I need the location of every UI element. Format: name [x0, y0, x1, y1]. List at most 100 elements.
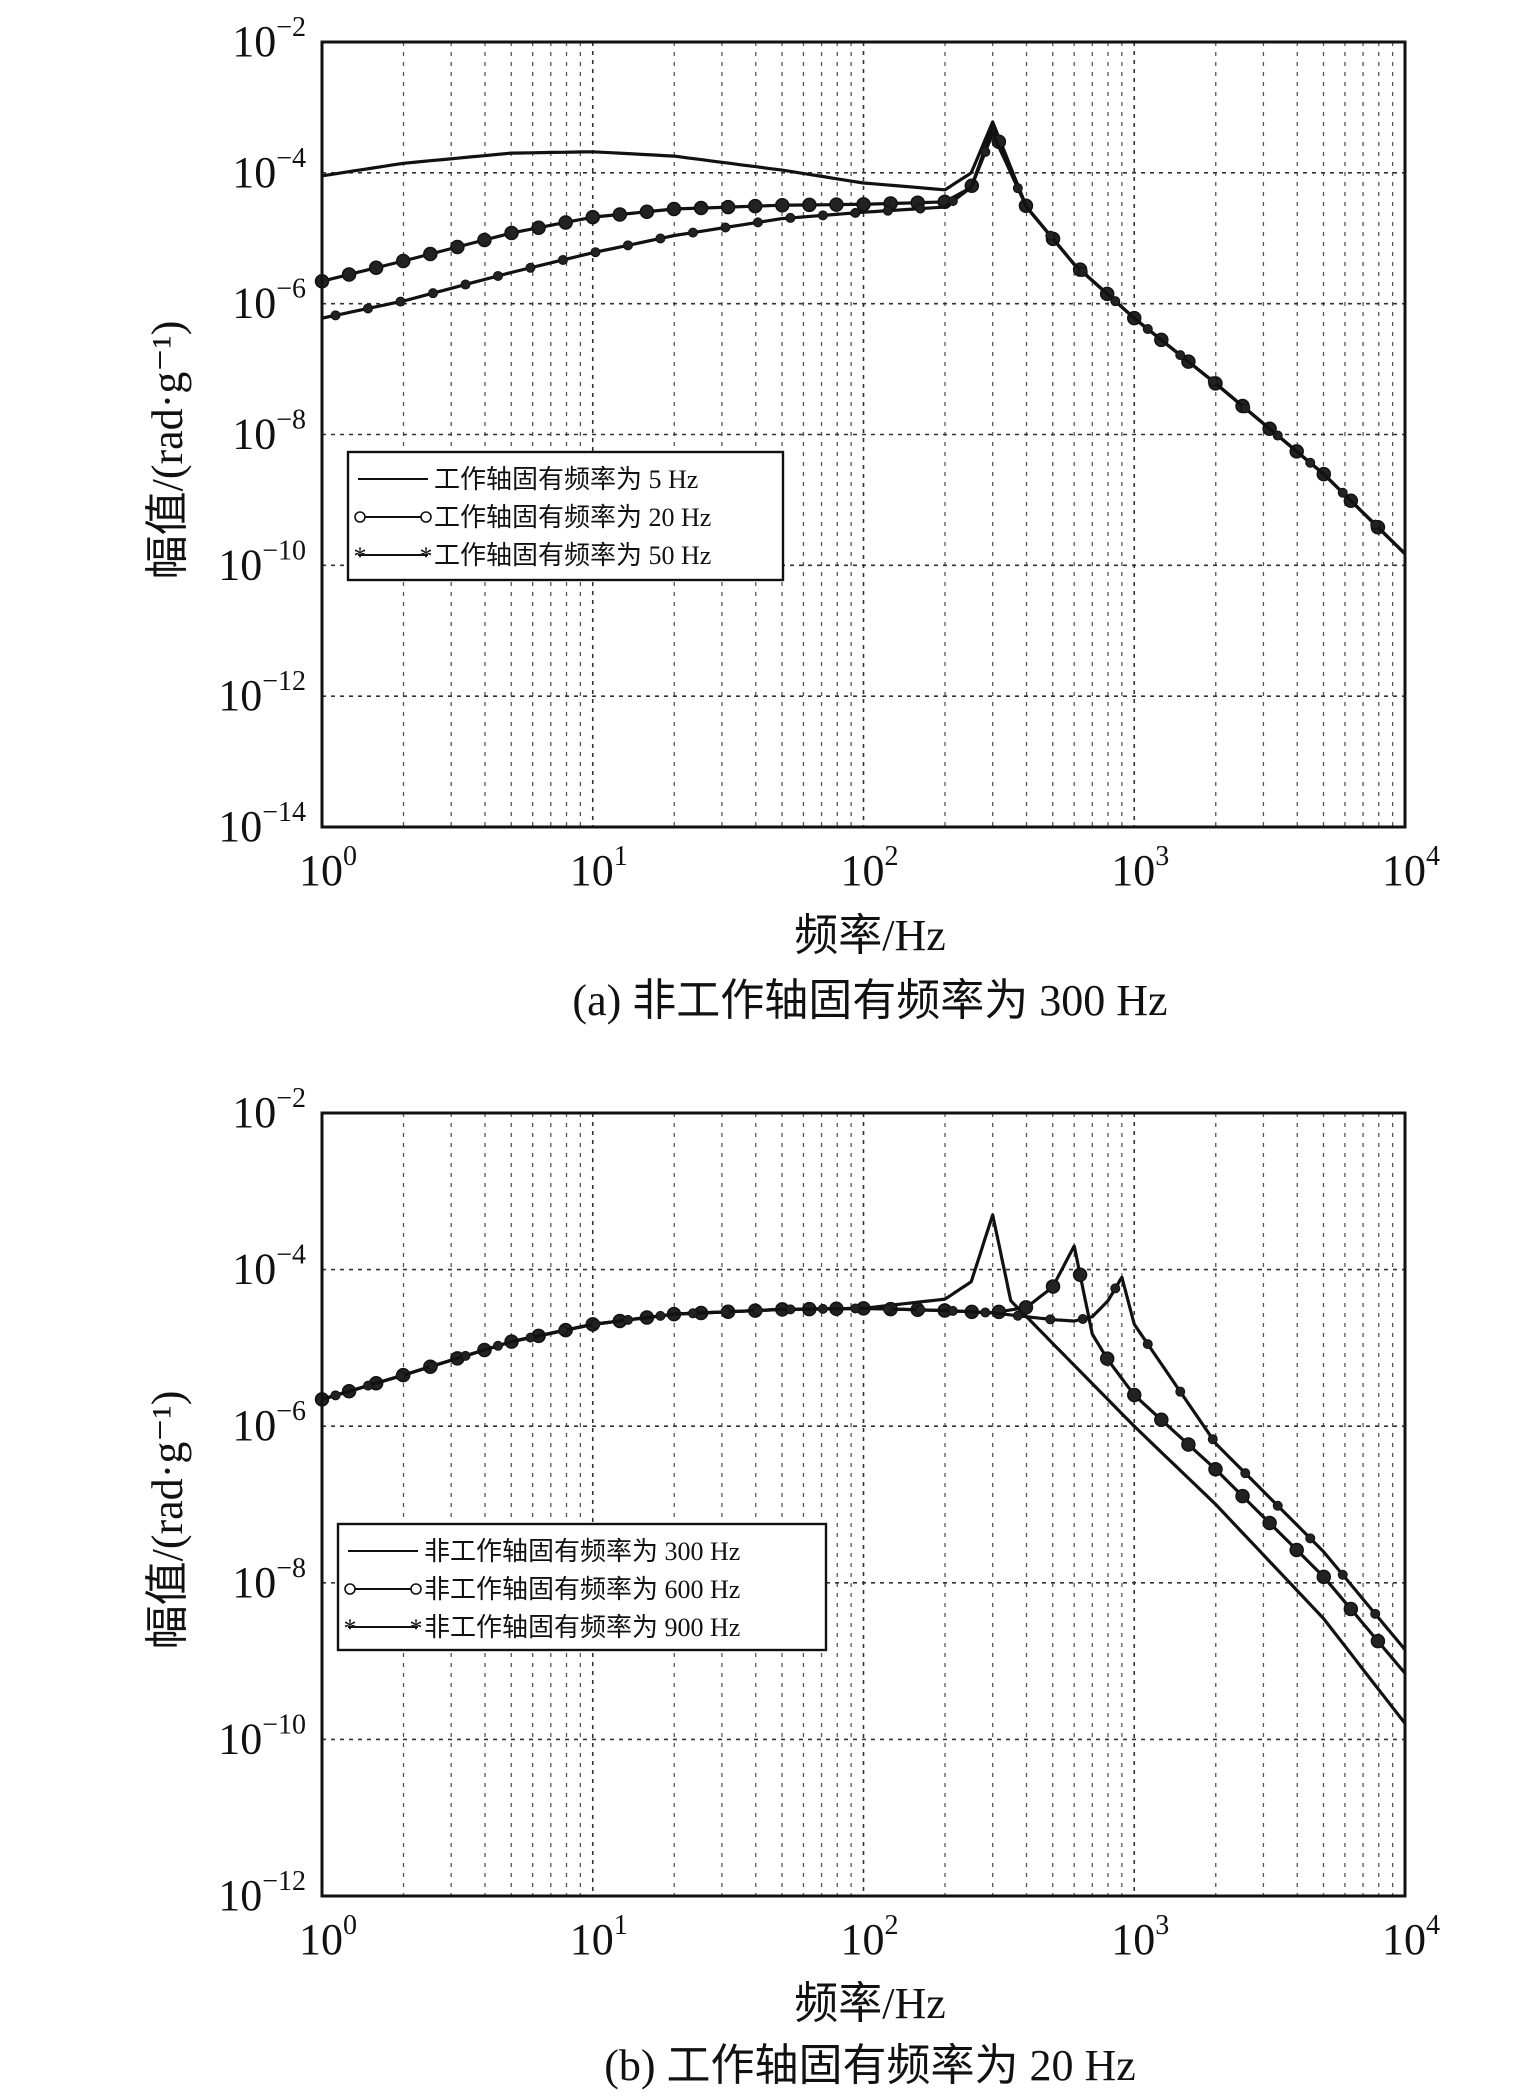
data-point-marker: [720, 1306, 731, 1317]
data-point-marker: [1142, 324, 1153, 335]
data-point-marker: [829, 197, 844, 212]
data-point-marker: [1072, 1267, 1088, 1283]
data-point-marker: [557, 1325, 568, 1336]
y-tick-label: 10−8: [232, 1553, 306, 1607]
data-point-marker: [1305, 457, 1316, 468]
y-tick-label: 10−10: [218, 535, 306, 589]
plot-frame-b: [320, 1111, 1407, 1898]
data-point-marker: [687, 227, 698, 238]
data-point-marker: [1099, 1351, 1115, 1366]
data-point-marker: [850, 1303, 861, 1314]
y-tick-label: 10−6: [232, 1396, 306, 1450]
caption-a: (a) 非工作轴固有频率为 300 Hz: [572, 976, 1167, 1025]
data-point-marker: [525, 262, 536, 273]
series-line-3: [321, 131, 1407, 555]
data-point-marker: [363, 303, 374, 314]
y-tick-label: 10−12: [218, 1866, 306, 1920]
x-tick-labels-a: 100 101 102 103 104: [299, 841, 1440, 895]
data-point-marker: [947, 1305, 958, 1316]
data-point-marker: [585, 209, 600, 225]
y-tick-label: 10−10: [218, 1709, 306, 1763]
data-point-marker: [850, 207, 861, 218]
y-tick-label: 10−4: [232, 143, 306, 197]
data-point-marker: [612, 207, 628, 222]
data-point-marker: [450, 239, 465, 255]
data-point-marker: [882, 205, 893, 216]
data-point-marker: [1110, 296, 1121, 307]
data-point-marker: [1337, 1569, 1348, 1580]
legend-marker-star: *: [410, 1614, 423, 1643]
data-point-marker: [1240, 403, 1251, 414]
x-tick-label: 103: [1111, 1910, 1169, 1964]
legend-entry-label: 工作轴固有频率为 5 Hz: [434, 465, 698, 494]
legend-marker-circle: [354, 511, 366, 523]
data-point-marker: [817, 1303, 828, 1314]
x-tick-label: 103: [1111, 841, 1169, 895]
data-point-marker: [980, 146, 991, 157]
data-point-marker: [882, 1304, 893, 1315]
data-point-marker: [1272, 430, 1283, 441]
data-point-marker: [395, 296, 406, 307]
data-point-marker: [557, 254, 568, 265]
data-point-marker: [1289, 1542, 1304, 1558]
data-point-marker: [1262, 1515, 1277, 1531]
legend-entry-label: 非工作轴固有频率为 600 Hz: [424, 1575, 740, 1604]
data-point-marker: [1240, 1468, 1251, 1479]
data-point-marker: [590, 247, 601, 258]
data-point-marker: [590, 1318, 601, 1329]
data-point-marker: [395, 1370, 406, 1381]
data-point-marker: [1012, 183, 1023, 194]
data-point-marker: [460, 279, 471, 290]
caption-b: (b) 工作轴固有频率为 20 Hz: [604, 2041, 1136, 2090]
data-point-marker: [622, 240, 633, 251]
legend-entry-label: 工作轴固有频率为 50 Hz: [434, 541, 711, 570]
plot-frame-a: [320, 40, 1407, 829]
data-point-marker: [492, 270, 503, 281]
legend-entry-label: 非工作轴固有频率为 900 Hz: [424, 1613, 740, 1642]
data-point-marker: [1127, 1387, 1142, 1403]
data-point-marker: [1077, 267, 1088, 278]
data-point-marker: [330, 1390, 341, 1401]
data-point-marker: [504, 225, 519, 241]
data-point-marker: [915, 203, 926, 214]
x-tick-label: 102: [841, 841, 899, 895]
x-tick-label: 104: [1382, 1910, 1440, 1964]
legend-entry-label: 非工作轴固有频率为 300 Hz: [424, 1537, 740, 1566]
legend-marker-circle: [410, 1583, 422, 1595]
data-point-marker: [395, 253, 411, 269]
y-axis-title-b: 幅值/(rad·g⁻¹): [143, 1391, 192, 1650]
data-point-marker: [1012, 1310, 1023, 1321]
grid-a: [322, 42, 1405, 827]
data-point-marker: [525, 1332, 536, 1343]
data-point-marker: [1045, 1279, 1061, 1294]
data-point-marker: [330, 310, 341, 321]
data-point-marker: [1316, 1569, 1332, 1585]
data-point-marker: [1045, 1314, 1056, 1325]
data-point-marker: [1045, 230, 1056, 241]
x-tick-label: 104: [1382, 841, 1440, 895]
data-point-marker: [1018, 1300, 1034, 1315]
data-point-marker: [947, 196, 958, 207]
legend-entry-label: 工作轴固有频率为 20 Hz: [434, 503, 711, 532]
data-point-marker: [817, 210, 828, 221]
data-point-marker: [639, 204, 655, 219]
y-tick-label: 10−2: [232, 12, 306, 66]
data-point-marker: [1370, 519, 1381, 530]
data-point-marker: [423, 246, 438, 262]
x-tick-label: 100: [299, 1910, 357, 1964]
data-point-marker: [558, 215, 573, 230]
data-point-marker: [747, 198, 763, 214]
legend-marker-star: *: [344, 1614, 357, 1643]
data-point-marker: [1207, 1434, 1218, 1445]
data-point-marker: [666, 201, 682, 217]
legend-marker-circle: [420, 511, 432, 523]
data-point-marker: [1110, 1283, 1121, 1294]
data-point-marker: [492, 1340, 503, 1351]
data-point-marker: [1370, 1633, 1386, 1649]
data-point-marker: [1077, 1314, 1088, 1325]
data-point-marker: [1175, 350, 1186, 361]
data-point-marker: [622, 1314, 633, 1325]
y-tick-label: 10−8: [232, 405, 306, 459]
